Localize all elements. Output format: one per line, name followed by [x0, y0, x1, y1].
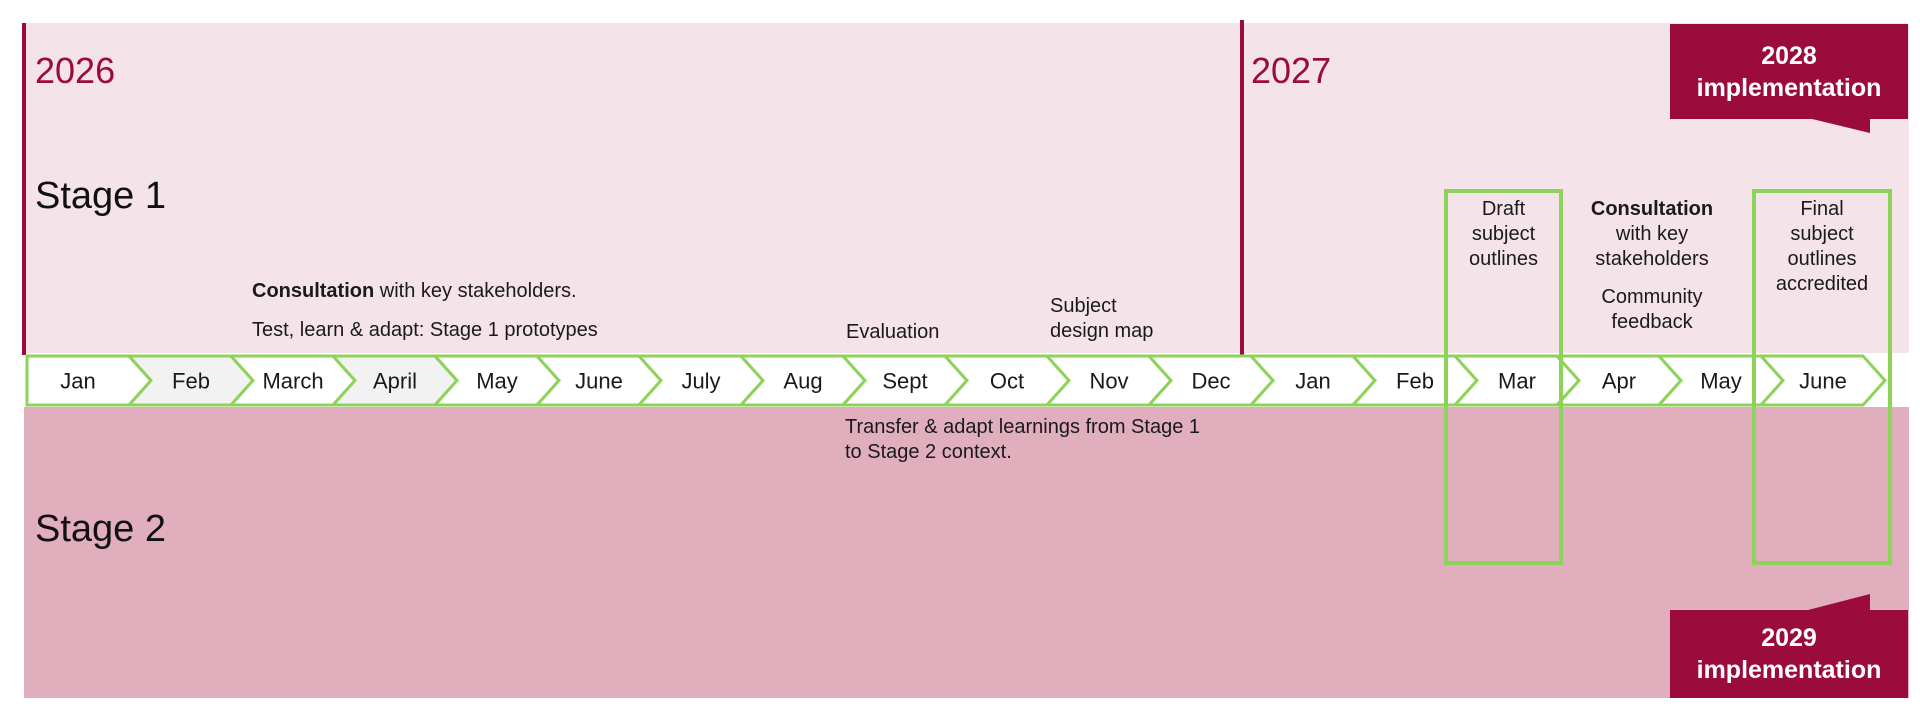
- final-outlines-note: Final subject outlines accredited: [1752, 197, 1892, 297]
- month-label: Nov: [1089, 369, 1128, 394]
- consultation-2027-note: Consultation with key stakeholders: [1576, 197, 1728, 272]
- month-label: May: [1700, 369, 1742, 394]
- final-outlines-line: outlines: [1787, 248, 1857, 270]
- month-label: April: [373, 369, 417, 394]
- month-label: Apr: [1602, 369, 1636, 394]
- final-outlines-highlight: [1752, 189, 1892, 565]
- transfer-note: Transfer & adapt learnings from Stage 1 …: [845, 415, 1200, 465]
- final-outlines-line: accredited: [1775, 273, 1869, 295]
- month-label: Mar: [1498, 369, 1536, 394]
- month-chevron: [1757, 354, 1888, 407]
- month-label: Sept: [882, 369, 927, 394]
- draft-outlines-line: Draft: [1481, 198, 1526, 220]
- month-label: July: [681, 369, 720, 394]
- draft-outlines-line: subject: [1471, 223, 1536, 245]
- month-label: March: [262, 369, 323, 394]
- stage-2-label: Stage 2: [35, 508, 166, 550]
- consultation-note-rest: with key stakeholders.: [374, 280, 577, 302]
- year-2026-label: 2026: [35, 50, 116, 91]
- implementation-2029-callout: 2029 implementation: [1670, 610, 1908, 698]
- community-feedback-note: Community feedback: [1576, 285, 1728, 335]
- month-label: Jan: [60, 369, 95, 394]
- month-label: Aug: [783, 369, 822, 394]
- consultation-2027-line: with key: [1615, 223, 1689, 245]
- month-label: June: [575, 369, 623, 394]
- design-map-note: Subject design map: [1050, 294, 1153, 344]
- stage-1-band: [24, 23, 1909, 353]
- design-map-line: design map: [1050, 320, 1154, 342]
- community-feedback-line: Community: [1601, 286, 1703, 308]
- month-label: Oct: [990, 369, 1024, 394]
- transfer-line: Transfer & adapt learnings from Stage 1: [845, 416, 1200, 438]
- draft-outlines-highlight: [1444, 189, 1563, 565]
- month-chevron-row: Jan Feb March April May June July Aug Sept Oct Nov…: [25, 354, 1888, 407]
- month-label: Feb: [1396, 369, 1434, 394]
- evaluation-note: Evaluation: [846, 321, 940, 343]
- year-2027-marker: [1240, 20, 1244, 355]
- final-outlines-line: Final: [1800, 198, 1844, 220]
- month-label: Jan: [1295, 369, 1330, 394]
- month-label: May: [476, 369, 518, 394]
- consultation-note-bold: Consultation: [252, 280, 375, 302]
- consultation-2027-bold: Consultation: [1590, 198, 1714, 220]
- callout-2029-pointer: [1808, 594, 1870, 610]
- design-map-line: Subject: [1050, 295, 1117, 317]
- implementation-2028-year: 2028: [1761, 41, 1817, 70]
- draft-outlines-line: outlines: [1469, 248, 1538, 270]
- community-feedback-line: feedback: [1611, 311, 1693, 333]
- month-label: June: [1799, 369, 1847, 394]
- consultation-note: Consultation with key stakeholders.: [252, 279, 577, 304]
- implementation-2028-text: implementation: [1696, 73, 1882, 102]
- stage-2-band: [24, 407, 1909, 698]
- final-outlines-line: subject: [1790, 223, 1854, 245]
- year-2026-marker: [22, 23, 26, 355]
- callout-2028-pointer: [1808, 118, 1870, 133]
- prototypes-note: Test, learn & adapt: Stage 1 prototypes: [252, 319, 598, 341]
- transfer-line: to Stage 2 context.: [845, 441, 1012, 463]
- month-label: Dec: [1191, 369, 1230, 394]
- implementation-2028-callout: 2028 implementation: [1670, 24, 1908, 119]
- year-2027-label: 2027: [1251, 50, 1332, 91]
- stage-1-label: Stage 1: [35, 175, 166, 217]
- month-label: Feb: [172, 369, 210, 394]
- implementation-2029-year: 2029: [1761, 624, 1817, 652]
- draft-outlines-note: Draft subject outlines: [1444, 197, 1563, 272]
- implementation-2029-text: implementation: [1696, 656, 1882, 684]
- consultation-2027-line: stakeholders: [1595, 248, 1709, 270]
